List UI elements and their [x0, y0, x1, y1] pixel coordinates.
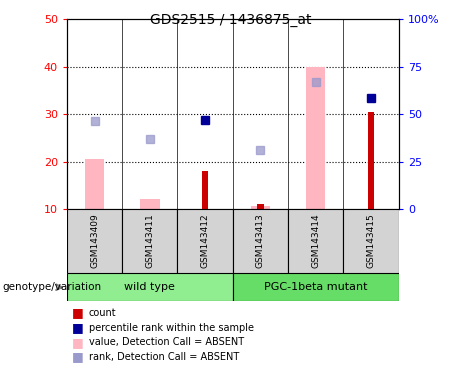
- Text: GSM143409: GSM143409: [90, 214, 99, 268]
- Text: GSM143414: GSM143414: [311, 214, 320, 268]
- Text: GDS2515 / 1436875_at: GDS2515 / 1436875_at: [150, 13, 311, 27]
- Bar: [368, 112, 374, 209]
- Text: PGC-1beta mutant: PGC-1beta mutant: [264, 282, 367, 292]
- Text: GSM143412: GSM143412: [201, 214, 210, 268]
- Text: genotype/variation: genotype/variation: [2, 282, 101, 292]
- Bar: [85, 159, 104, 209]
- Text: GSM143413: GSM143413: [256, 214, 265, 268]
- Bar: [288, 209, 343, 273]
- Text: GSM143415: GSM143415: [366, 214, 376, 268]
- Bar: [257, 204, 264, 209]
- Text: ■: ■: [71, 306, 83, 319]
- Text: value, Detection Call = ABSENT: value, Detection Call = ABSENT: [89, 337, 244, 347]
- Bar: [122, 209, 177, 273]
- Text: count: count: [89, 308, 117, 318]
- Bar: [140, 199, 160, 209]
- Bar: [177, 209, 233, 273]
- Text: ■: ■: [71, 336, 83, 349]
- Text: rank, Detection Call = ABSENT: rank, Detection Call = ABSENT: [89, 352, 239, 362]
- Text: ■: ■: [71, 321, 83, 334]
- Bar: [251, 207, 270, 209]
- Bar: [202, 171, 208, 209]
- Bar: [67, 209, 122, 273]
- Bar: [343, 209, 399, 273]
- Bar: [233, 209, 288, 273]
- Text: wild type: wild type: [124, 282, 175, 292]
- Bar: [306, 67, 325, 209]
- Bar: [67, 273, 233, 301]
- Text: ■: ■: [71, 350, 83, 363]
- Text: percentile rank within the sample: percentile rank within the sample: [89, 323, 254, 333]
- Bar: [233, 273, 399, 301]
- Text: GSM143411: GSM143411: [145, 214, 154, 268]
